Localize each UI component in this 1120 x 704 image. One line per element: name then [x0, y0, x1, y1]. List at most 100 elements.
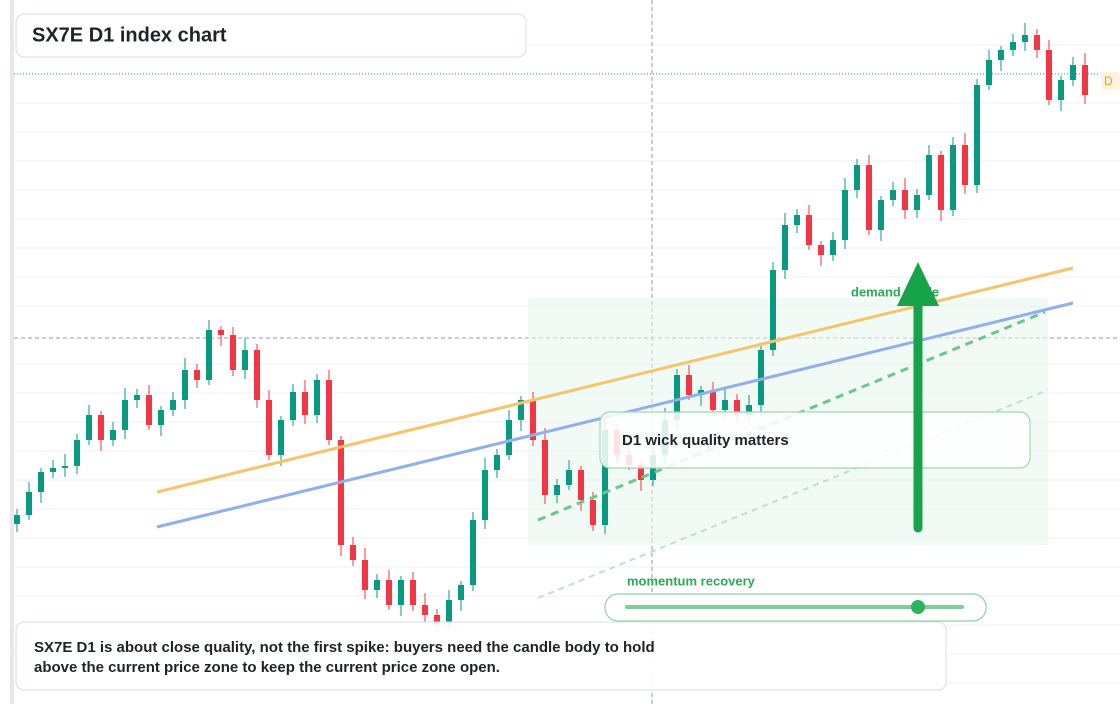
- candle-body: [86, 415, 92, 440]
- candle-body: [770, 270, 776, 350]
- candle-body: [590, 500, 596, 525]
- candle-body: [122, 400, 128, 430]
- candle-body: [1070, 65, 1076, 80]
- candle-body: [458, 585, 464, 600]
- candle-body: [26, 492, 32, 515]
- candle-body: [338, 440, 344, 545]
- candle-body: [170, 400, 176, 410]
- candle-body: [422, 605, 428, 615]
- price-badge-text: D: [1104, 74, 1113, 88]
- candle-body: [890, 190, 896, 200]
- candle-body: [806, 215, 812, 245]
- candle-body: [950, 145, 956, 210]
- candle-body: [830, 240, 836, 255]
- candle-body: [842, 190, 848, 240]
- candle-body: [470, 520, 476, 585]
- candle-body: [914, 195, 920, 210]
- candle-body: [398, 580, 404, 605]
- candle-body: [98, 415, 104, 440]
- candle-body: [506, 420, 512, 455]
- candle-body: [818, 245, 824, 255]
- candle-body: [794, 215, 800, 225]
- candle-body: [494, 455, 500, 470]
- candle-body: [926, 155, 932, 195]
- candle-body: [434, 615, 440, 625]
- candle-body: [218, 330, 224, 335]
- candle-body: [674, 375, 680, 420]
- candle-body: [326, 380, 332, 440]
- candle-body: [578, 470, 584, 500]
- callout-text: D1 wick quality matters: [622, 432, 789, 449]
- candle-body: [14, 515, 20, 524]
- candle-body: [986, 60, 992, 85]
- candle-body: [1010, 42, 1016, 50]
- candle-body: [146, 395, 152, 425]
- arrow-head: [897, 262, 939, 306]
- candle-body: [302, 392, 308, 415]
- candle-body: [242, 350, 248, 370]
- candle-body: [386, 580, 392, 605]
- candle-body: [974, 85, 980, 185]
- slider-label: momentum recovery: [627, 573, 756, 588]
- candle-body: [74, 440, 80, 466]
- left-edge: [10, 0, 14, 704]
- candle-body: [530, 400, 536, 440]
- candle-body: [158, 410, 164, 425]
- candle-body: [686, 375, 692, 395]
- candle-body: [278, 420, 284, 455]
- candle-body: [374, 580, 380, 590]
- candle-body: [446, 600, 452, 625]
- candle-body: [878, 200, 884, 230]
- candle-body: [254, 350, 260, 400]
- candles: [14, 23, 1088, 633]
- title-box: [15, 13, 527, 58]
- candle-body: [182, 370, 188, 400]
- note-line: SX7E D1 is about close quality, not the …: [34, 639, 655, 656]
- candle-body: [542, 440, 548, 495]
- candle-body: [722, 400, 728, 410]
- candle-body: [962, 145, 968, 185]
- support-line-lower: [537, 389, 1049, 599]
- candle-body: [350, 545, 356, 560]
- support-line: [537, 310, 1046, 522]
- candle-body: [998, 50, 1004, 60]
- candle-body: [314, 380, 320, 415]
- candle-body: [1022, 35, 1028, 42]
- candle-body: [410, 580, 416, 605]
- candle-body: [602, 430, 608, 525]
- candle-body: [206, 330, 212, 380]
- candle-body: [746, 405, 752, 415]
- candle-body: [50, 468, 56, 472]
- candle-body: [62, 466, 68, 468]
- candle-body: [1046, 50, 1052, 100]
- candle-body: [734, 400, 740, 415]
- candle-body: [638, 465, 644, 480]
- candle-body: [266, 400, 272, 455]
- candle-body: [194, 370, 200, 380]
- candle-body: [230, 335, 236, 370]
- candle-body: [782, 225, 788, 270]
- candle-body: [854, 165, 860, 190]
- candle-body: [362, 560, 368, 590]
- candle-body: [866, 165, 872, 230]
- candle-body: [710, 390, 716, 410]
- candle-body: [1082, 65, 1088, 95]
- slider-knob[interactable]: [911, 600, 925, 614]
- candle-body: [482, 470, 488, 520]
- candle-body: [758, 350, 764, 405]
- candle-body: [38, 472, 44, 492]
- candle-body: [518, 400, 524, 420]
- price-badge: [1101, 72, 1120, 90]
- note-box: [15, 621, 947, 691]
- note-line: above the current price zone to keep the…: [34, 659, 500, 676]
- candle-body: [1058, 80, 1064, 100]
- candle-body: [1034, 35, 1040, 50]
- candle-body: [938, 155, 944, 210]
- candle-body: [110, 430, 116, 440]
- candle-body: [902, 190, 908, 210]
- candle-body: [290, 392, 296, 420]
- candle-body: [566, 470, 572, 485]
- chart-title: SX7E D1 index chart: [32, 24, 227, 46]
- candle-body: [134, 395, 140, 400]
